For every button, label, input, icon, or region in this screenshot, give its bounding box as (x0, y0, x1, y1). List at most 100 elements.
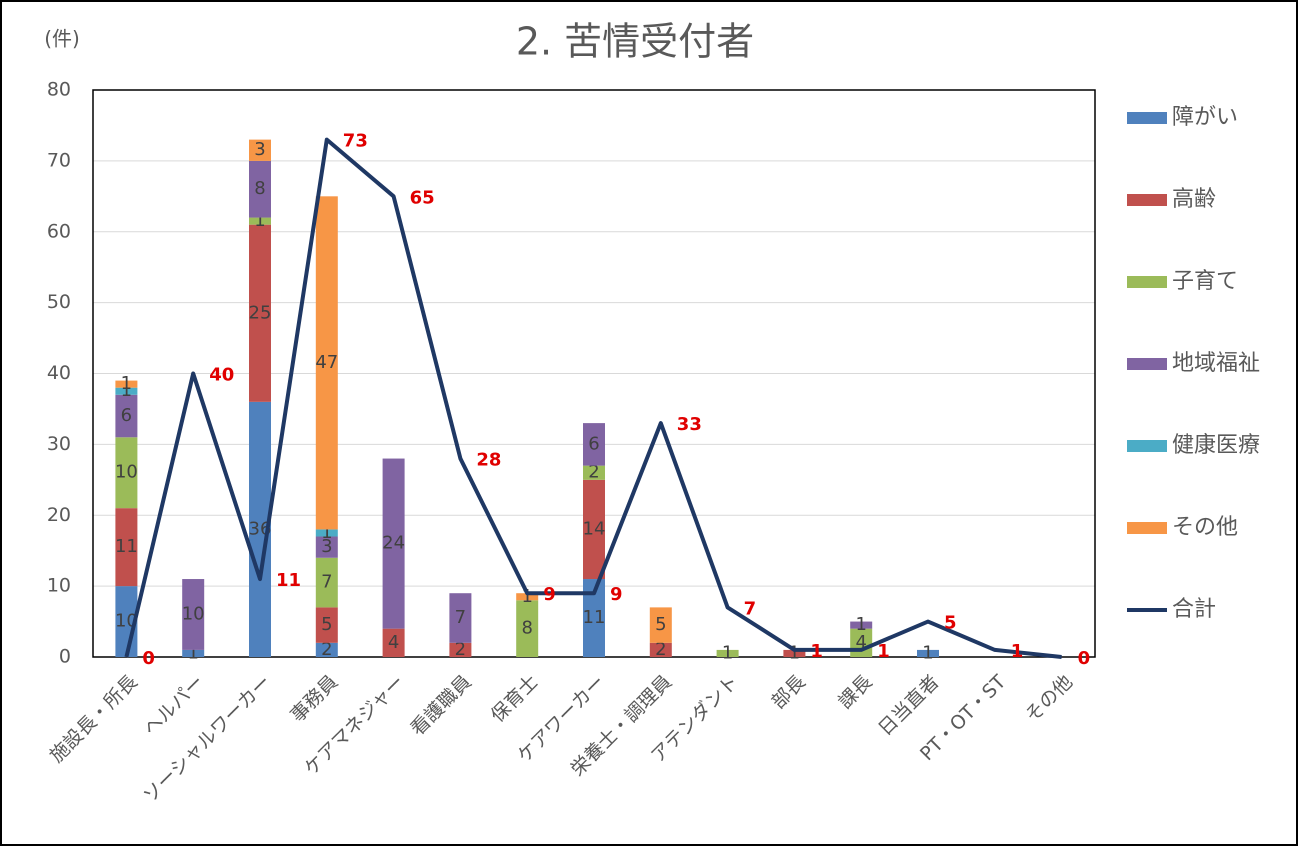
data-label: 2 (321, 639, 332, 660)
bar-segment (315, 196, 338, 530)
bar-segment (182, 579, 205, 650)
bar-segment (115, 508, 138, 587)
legend-swatch (1127, 194, 1167, 206)
line-label: 40 (209, 365, 234, 386)
line-label: 1 (877, 641, 890, 662)
data-label: 8 (521, 618, 532, 639)
data-label: 1 (789, 642, 800, 663)
legend-swatch (1127, 276, 1167, 288)
legend-label: 高齢 (1172, 187, 1216, 212)
line-label: 1 (1011, 641, 1024, 662)
data-label: 2 (588, 462, 599, 483)
bar-segment (850, 621, 873, 629)
bar-segment (249, 160, 271, 218)
data-label: 6 (121, 405, 132, 426)
line-label: 5 (944, 613, 957, 634)
bar-segment (649, 607, 672, 643)
chart-title: 2. 苦情受付者 (516, 20, 754, 64)
bar-segment (917, 649, 939, 657)
bar-segment (716, 649, 739, 657)
bar-segment (382, 628, 405, 657)
data-label: 2 (455, 639, 466, 660)
bar-segment (315, 642, 338, 657)
data-label: 25 (249, 302, 272, 323)
data-label: 11 (583, 607, 606, 628)
line-label: 9 (543, 584, 556, 605)
data-label: 10 (182, 603, 205, 624)
y-tick-label: 20 (47, 504, 71, 526)
legend-label: 地域福祉 (1172, 351, 1260, 376)
legend-swatch (1127, 522, 1167, 534)
y-tick-label: 50 (47, 291, 71, 313)
data-label: 7 (455, 607, 466, 628)
bar-segment (516, 600, 539, 657)
data-label: 47 (315, 352, 338, 373)
bar-segment (583, 479, 605, 580)
legend-label: 合計 (1172, 597, 1216, 622)
bar-segment (249, 139, 271, 161)
line-label: 73 (343, 131, 368, 152)
total-line (124, 137, 1062, 659)
bar-segment (649, 642, 672, 657)
y-tick-label: 10 (47, 575, 71, 597)
y-tick-label: 60 (47, 220, 71, 242)
data-label: 1 (922, 642, 933, 663)
data-label: 1 (722, 642, 733, 663)
line-label: 1 (810, 641, 823, 662)
bar-segment (583, 423, 605, 466)
bar-segment (516, 593, 539, 601)
data-label: 1 (121, 373, 132, 394)
data-label: 14 (583, 518, 606, 539)
legend-label: その他 (1172, 515, 1238, 540)
y-unit: (件) (44, 27, 80, 51)
bar-segment (382, 458, 405, 629)
data-label: 1 (121, 380, 132, 401)
data-label: 24 (382, 533, 405, 554)
bar-segment (115, 380, 138, 388)
legend-label: 子育て (1172, 269, 1238, 294)
bar-segment (315, 529, 338, 537)
legend-swatch (1127, 358, 1167, 370)
data-label: 3 (321, 536, 332, 557)
legend-label: 障がい (1172, 105, 1238, 130)
data-label: 5 (655, 614, 666, 635)
data-label: 1 (254, 210, 265, 231)
y-tick-label: 30 (47, 433, 71, 455)
data-label: 1 (187, 642, 198, 663)
data-label: 1 (521, 586, 532, 607)
line-label: 33 (677, 414, 702, 435)
bar-segment (182, 649, 205, 657)
bar-segment (115, 437, 138, 509)
bar-segment (449, 642, 472, 657)
data-label: 6 (588, 433, 599, 454)
y-tick-label: 0 (59, 646, 71, 668)
data-label: 4 (388, 632, 399, 653)
y-tick-label: 40 (47, 362, 71, 384)
data-label: 7 (321, 572, 332, 593)
bar-segment (315, 607, 338, 643)
line-label: 11 (276, 570, 301, 591)
bar-segment (249, 217, 271, 225)
data-label: 1 (855, 614, 866, 635)
data-label: 2 (655, 639, 666, 660)
bar-segment (583, 579, 605, 657)
line-label: 0 (1078, 648, 1091, 669)
line-label: 28 (476, 450, 501, 471)
line-label: 7 (744, 598, 757, 619)
bar-segment (249, 224, 271, 402)
bar-segment (783, 649, 806, 657)
line-label: 9 (610, 584, 623, 605)
data-label: 8 (254, 178, 265, 199)
legend-swatch (1127, 112, 1167, 124)
data-label: 11 (115, 536, 138, 557)
bar-segment (315, 536, 338, 558)
y-tick-label: 70 (47, 149, 71, 171)
data-label: 4 (855, 632, 866, 653)
line-label: 65 (410, 187, 435, 208)
bar-segment (449, 593, 472, 643)
line-label: 0 (142, 648, 155, 669)
bar-segment (315, 557, 338, 608)
y-tick-label: 80 (47, 79, 71, 101)
bar-segment (249, 401, 271, 657)
bar-segment (583, 465, 605, 480)
